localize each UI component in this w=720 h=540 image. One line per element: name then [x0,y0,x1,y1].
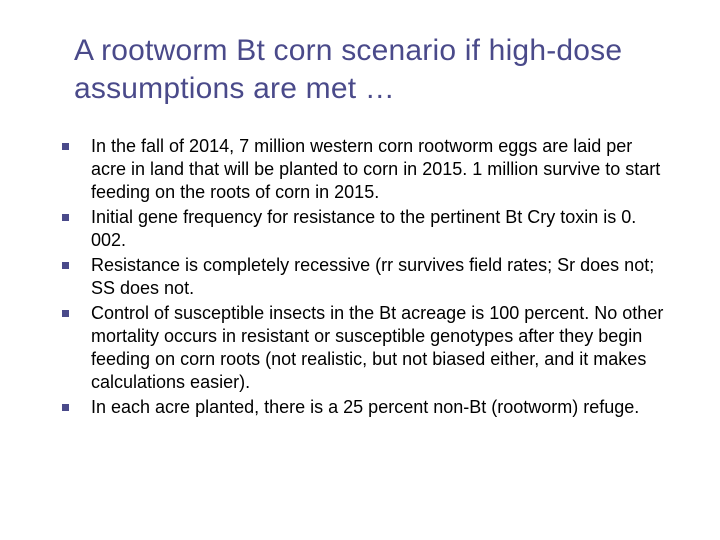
slide-title: A rootworm Bt corn scenario if high-dose… [74,32,680,107]
bullet-text: Control of susceptible insects in the Bt… [91,302,670,394]
square-bullet-icon [62,404,69,411]
slide: A rootworm Bt corn scenario if high-dose… [0,0,720,540]
list-item: In the fall of 2014, 7 million western c… [40,135,670,204]
bullet-text: Resistance is completely recessive (rr s… [91,254,670,300]
list-item: Control of susceptible insects in the Bt… [40,302,670,394]
square-bullet-icon [62,262,69,269]
list-item: Resistance is completely recessive (rr s… [40,254,670,300]
bullet-text: In each acre planted, there is a 25 perc… [91,396,670,419]
list-item: Initial gene frequency for resistance to… [40,206,670,252]
square-bullet-icon [62,310,69,317]
list-item: In each acre planted, there is a 25 perc… [40,396,670,419]
square-bullet-icon [62,214,69,221]
square-bullet-icon [62,143,69,150]
bullet-text: Initial gene frequency for resistance to… [91,206,670,252]
bullet-text: In the fall of 2014, 7 million western c… [91,135,670,204]
bullet-list: In the fall of 2014, 7 million western c… [40,135,670,419]
